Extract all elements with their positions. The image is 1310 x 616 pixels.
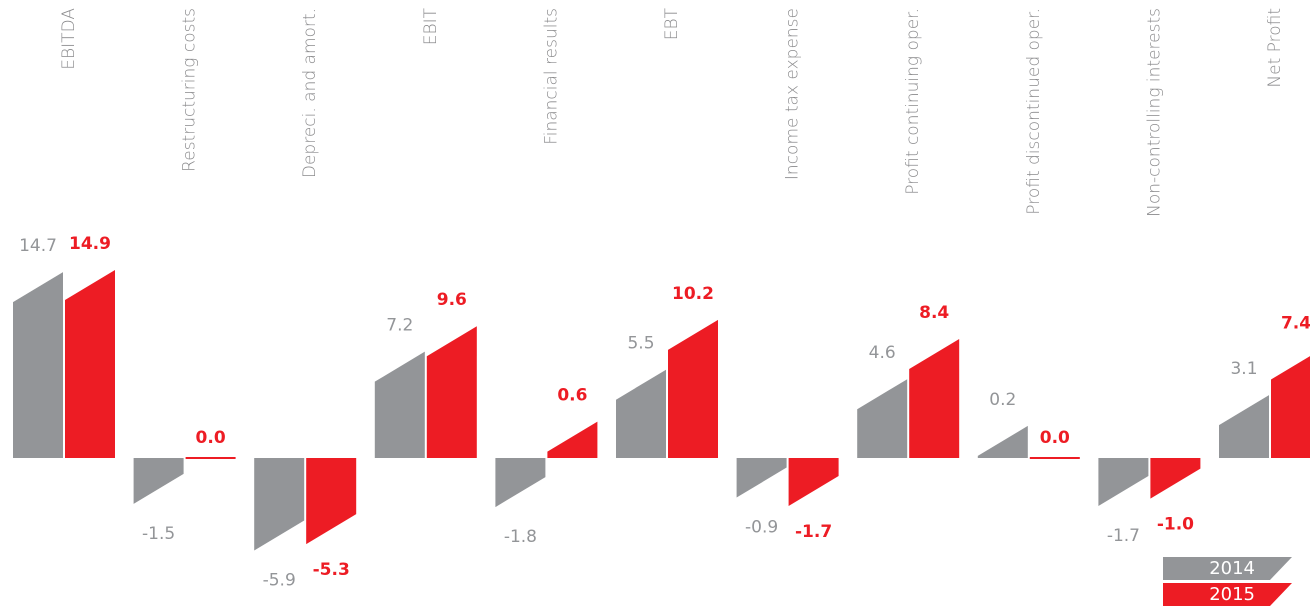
value-label: -5.3 [313, 560, 350, 580]
bar [133, 458, 184, 504]
category-label: Restructuring costs [180, 8, 200, 172]
bar [1219, 395, 1269, 458]
category-label: Depreci. and amort. [300, 8, 320, 178]
legend-label: 2014 [1209, 558, 1255, 579]
value-label: 8.4 [919, 303, 949, 323]
category-label: EBITDA [59, 8, 79, 70]
bar [909, 338, 960, 458]
category-label: Financial results [541, 8, 561, 145]
bar [185, 457, 236, 459]
value-label: 0.6 [557, 386, 587, 406]
bar [254, 458, 305, 551]
category-label: Non-controlling interests [1144, 8, 1164, 217]
value-label: -0.9 [745, 518, 778, 538]
category-label: EBIT [421, 7, 441, 45]
value-label: -1.5 [142, 524, 175, 544]
bar [547, 421, 598, 458]
bar [616, 369, 666, 458]
category-label: Profit discontinued oper. [1024, 8, 1044, 215]
category-label: Income tax expense [783, 8, 803, 180]
bar [1029, 457, 1080, 459]
category-label: Net Profit [1265, 8, 1285, 88]
value-label: 7.4 [1281, 314, 1310, 334]
value-label: 3.1 [1230, 359, 1257, 379]
value-label: -1.8 [504, 527, 537, 547]
bar [736, 458, 787, 498]
value-label: 0.2 [989, 390, 1016, 410]
category-label: Profit continuing oper. [903, 8, 923, 195]
bar [495, 458, 546, 508]
bar [1150, 458, 1201, 499]
value-label: 4.6 [869, 343, 896, 363]
bar [306, 458, 357, 545]
value-label: 10.2 [672, 284, 714, 304]
bar [65, 270, 115, 458]
value-label: 0.0 [196, 428, 226, 448]
bar [977, 425, 1028, 458]
value-label: -5.9 [263, 571, 296, 591]
value-label: 7.2 [386, 316, 413, 336]
bar [374, 351, 425, 458]
legend-swatch [1163, 583, 1292, 606]
legend-swatch [1163, 557, 1292, 580]
value-label: -1.7 [795, 522, 832, 542]
value-label: 9.6 [437, 290, 467, 310]
value-label: 14.7 [19, 236, 57, 256]
bar [857, 379, 908, 458]
value-label: 5.5 [627, 334, 654, 354]
value-label: -1.7 [1107, 526, 1140, 546]
bar [1271, 356, 1310, 458]
legend-label: 2015 [1209, 584, 1255, 605]
value-label: 0.0 [1040, 428, 1070, 448]
category-label: EBT [662, 7, 682, 40]
value-label: -1.0 [1157, 515, 1194, 535]
bar [788, 458, 839, 507]
bar [426, 326, 477, 458]
value-label: 14.9 [69, 234, 111, 254]
bar [13, 272, 63, 458]
bar [1098, 458, 1149, 507]
bar [668, 319, 718, 458]
